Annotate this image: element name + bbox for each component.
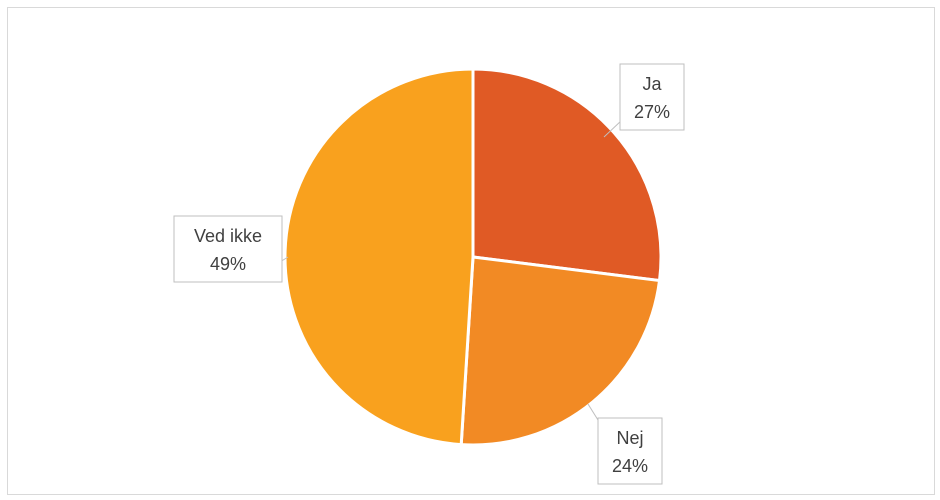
pie-slice-nej — [459, 255, 662, 447]
data-label-nej: Nej 24% — [587, 403, 663, 485]
slice-value-ja: 27% — [634, 102, 670, 122]
data-label-ved-ikke: Ved ikke 49% — [173, 215, 289, 283]
slice-value-nej: 24% — [612, 456, 648, 476]
leader-line-ja — [603, 119, 623, 138]
pie-slice-ved-ikke — [283, 67, 475, 447]
callout-box-ja — [619, 63, 685, 131]
slice-label-nej: Nej — [616, 428, 643, 448]
slice-label-ja: Ja — [642, 74, 662, 94]
callout-box-nej — [597, 417, 663, 485]
callout-box-ved-ikke — [173, 215, 283, 283]
slice-label-ved-ikke: Ved ikke — [194, 226, 262, 246]
slice-value-ved-ikke: 49% — [210, 254, 246, 274]
pie-slice-ja — [471, 67, 663, 283]
data-label-ja: Ja 27% — [603, 63, 685, 138]
